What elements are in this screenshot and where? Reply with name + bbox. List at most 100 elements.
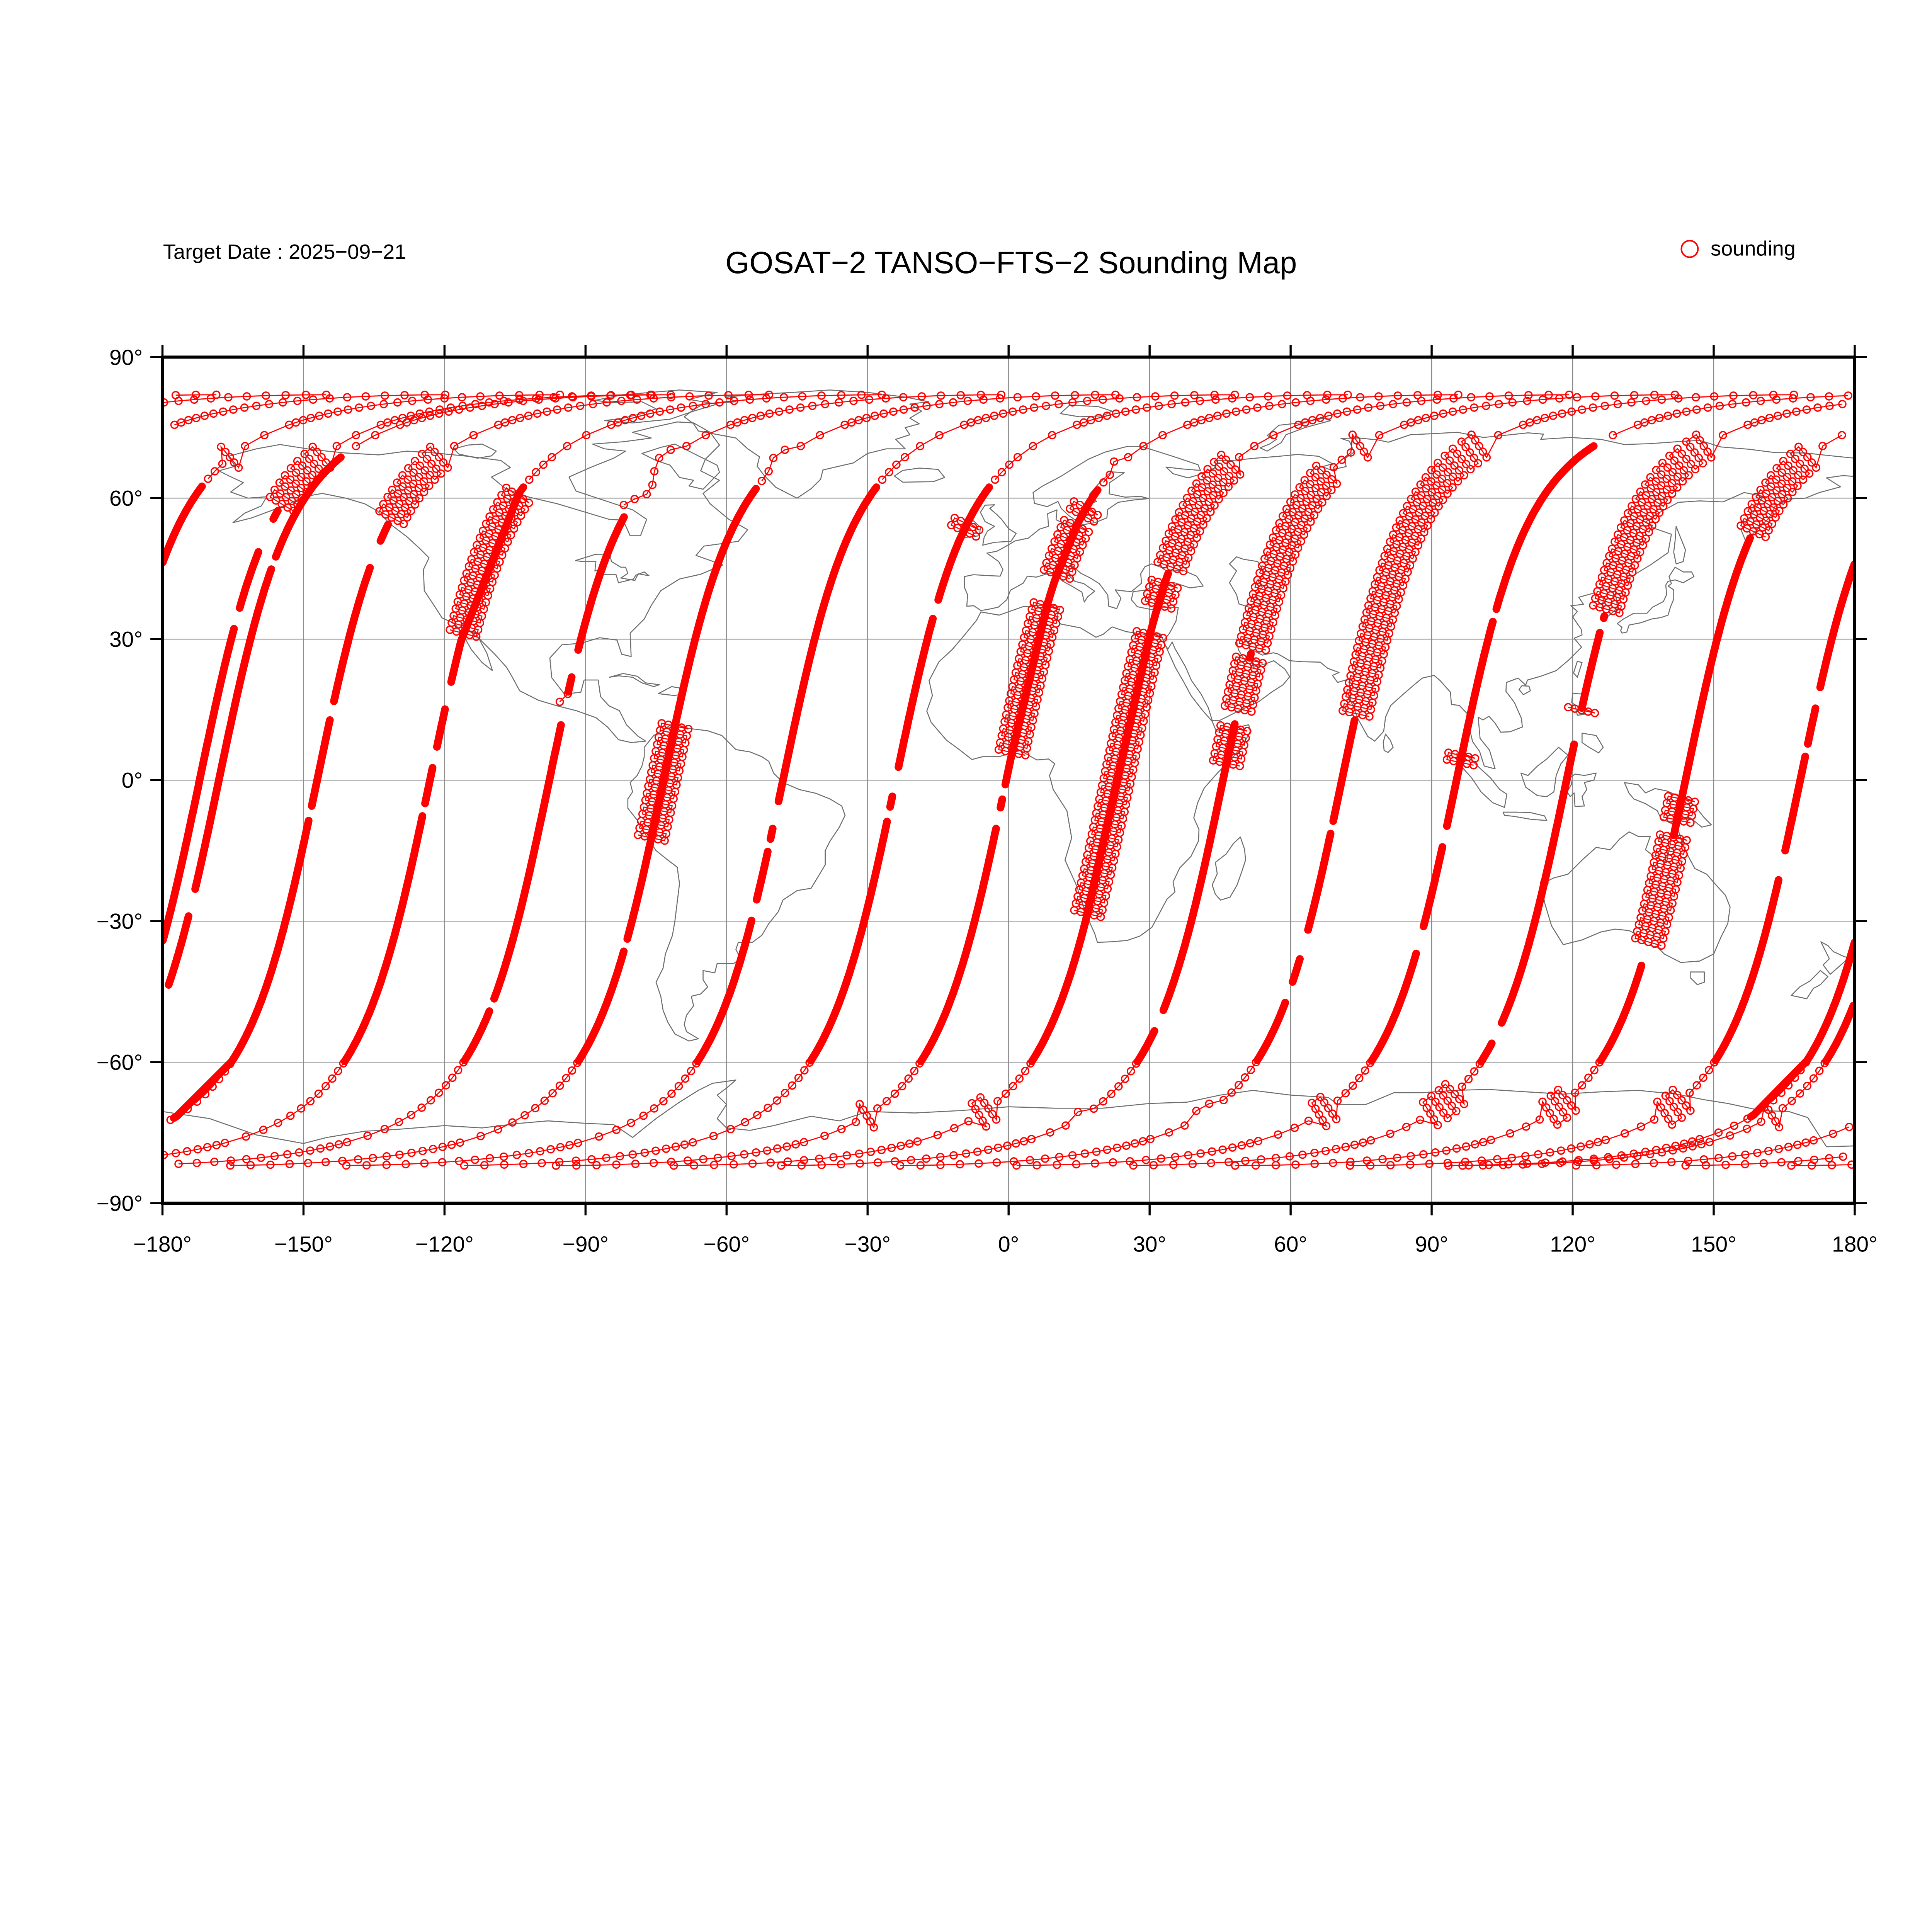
y-axis-label: −90° xyxy=(97,1191,143,1216)
coastline-nz_south xyxy=(1791,970,1828,1000)
legend-sounding-label: sounding xyxy=(1711,237,1796,260)
map-title: GOSAT−2 TANSO−FTS−2 Sounding Map xyxy=(725,245,1297,280)
sounding-track xyxy=(896,390,1798,1170)
coastline-uk xyxy=(980,504,1017,546)
sounding-track-dense xyxy=(1597,534,1754,1064)
x-axis-label: 90° xyxy=(1415,1232,1448,1256)
coastline-cuba xyxy=(609,673,660,687)
sounding-track xyxy=(552,390,1463,1170)
coastline-greenland xyxy=(684,389,929,499)
coastline-new_guinea xyxy=(1624,782,1712,828)
sounding-track xyxy=(460,390,1352,1170)
coastline-victoria_island xyxy=(453,444,497,459)
sounding-map-page: Target Date : 2025−09−21 GOSAT−2 TANSO−F… xyxy=(96,237,1878,1257)
sounding-track xyxy=(171,390,1852,1170)
coastline-south_america xyxy=(627,723,846,1042)
sounding-track-dense xyxy=(807,483,993,1065)
sounding-track-dense xyxy=(461,513,628,1064)
x-axis-label: −30° xyxy=(845,1232,891,1256)
y-axis-label: 30° xyxy=(109,627,143,652)
sounding-track xyxy=(342,390,1239,1170)
coastline-tasmania xyxy=(1689,971,1705,985)
sounding-track-dense xyxy=(170,520,392,1122)
x-axis-label: 120° xyxy=(1550,1232,1595,1256)
x-axis-label: 60° xyxy=(1274,1232,1307,1256)
coastline-java xyxy=(1502,811,1548,821)
sounding-track-connector xyxy=(170,394,1850,1166)
sounding-points xyxy=(174,390,1855,1170)
sounding-points xyxy=(552,390,1463,1170)
coastline-baffin xyxy=(641,444,720,490)
sounding-track-dense xyxy=(1253,716,1359,1064)
y-axis-label: 60° xyxy=(109,486,143,511)
sounding-track-dense xyxy=(1133,649,1255,1066)
coastline-australia xyxy=(1541,830,1731,963)
header: Target Date : 2025−09−21 GOSAT−2 TANSO−F… xyxy=(163,240,1297,280)
y-axis-label: −30° xyxy=(97,909,143,934)
y-axis-label: −60° xyxy=(97,1050,143,1075)
sounding-track xyxy=(166,390,1854,1170)
coastline-borneo xyxy=(1520,746,1569,797)
coastline-sulawesi xyxy=(1566,772,1597,807)
sounding-track-dense xyxy=(1477,612,1608,1066)
axis-labels: −180° −150° −120° −90° −60° −30° 0° 30° 60° 90° 12… xyxy=(97,345,1878,1256)
sounding-track xyxy=(165,390,1855,1170)
sounding-track xyxy=(174,390,1855,1170)
sounding-track-dense xyxy=(1028,570,1172,1065)
y-axis-label: 0° xyxy=(122,768,143,793)
sounding-points xyxy=(171,390,1852,1170)
coastline-ellesmere xyxy=(594,389,718,423)
coastline-hainan xyxy=(1519,685,1531,695)
coastline-sri_lanka xyxy=(1383,733,1394,753)
sounding-track-connector xyxy=(355,394,1827,1166)
target-date-label: Target Date : 2025−09−21 xyxy=(163,240,406,264)
x-axis-label: 150° xyxy=(1691,1232,1736,1256)
coastline-madagascar xyxy=(1211,836,1246,901)
sounding-points xyxy=(204,390,1719,1170)
sounding-track xyxy=(669,390,1573,1170)
sounding-track xyxy=(162,390,1855,1170)
sounding-track-dense xyxy=(694,483,880,1065)
x-axis-label: 0° xyxy=(998,1232,1019,1256)
sounding-track-dense xyxy=(162,507,1855,1121)
sounding-track xyxy=(226,390,1120,1170)
coastline-eurasia xyxy=(964,432,1855,770)
sounding-track-dense xyxy=(162,482,1855,1064)
x-axis-label: −60° xyxy=(704,1232,750,1256)
coastline-iceland xyxy=(894,468,945,483)
sounding-points xyxy=(896,390,1798,1170)
sounding-track-dense xyxy=(917,486,1102,1065)
coastline-north_america xyxy=(218,421,748,743)
x-axis-label: 30° xyxy=(1133,1232,1166,1256)
coastline-antarctica xyxy=(162,1080,1855,1148)
sounding-tracks xyxy=(162,390,1855,1170)
sounding-points xyxy=(460,390,1352,1170)
sounding-points xyxy=(166,390,1854,1170)
coastline-taiwan xyxy=(1573,661,1583,678)
sounding-track-connector xyxy=(175,394,1849,1166)
coastline-japan xyxy=(1617,566,1695,634)
sounding-map-canvas: −180° −150° −120° −90° −60° −30° 0° 30° 60° 90° 12… xyxy=(97,345,1878,1256)
sounding-points xyxy=(170,390,1846,1170)
coastline-svalbard xyxy=(1060,405,1113,417)
coastline-sakhalin xyxy=(1673,526,1686,564)
y-axis-label: 90° xyxy=(109,345,143,370)
sounding-points xyxy=(669,390,1573,1170)
coastline-mindanao xyxy=(1582,733,1604,753)
x-axis-label: −90° xyxy=(563,1232,609,1256)
sounding-track-dense xyxy=(340,483,527,1065)
legend-sounding-icon xyxy=(1680,240,1699,258)
legend: sounding xyxy=(1680,237,1796,260)
axis-ticks xyxy=(150,345,1867,1216)
sounding-track-connector xyxy=(556,394,1458,1166)
x-axis-label: −150° xyxy=(274,1232,333,1256)
sounding-track-dense xyxy=(575,485,760,1065)
coastline-africa xyxy=(926,604,1251,943)
sounding-track-dense xyxy=(165,453,1855,1065)
sounding-points xyxy=(342,390,1239,1170)
sounding-track-dense xyxy=(1367,442,1598,1065)
x-axis-label: −120° xyxy=(415,1232,474,1256)
sounding-track-connector xyxy=(207,394,1716,1166)
sounding-track xyxy=(170,390,1846,1170)
x-axis-label: 180° xyxy=(1832,1232,1878,1256)
